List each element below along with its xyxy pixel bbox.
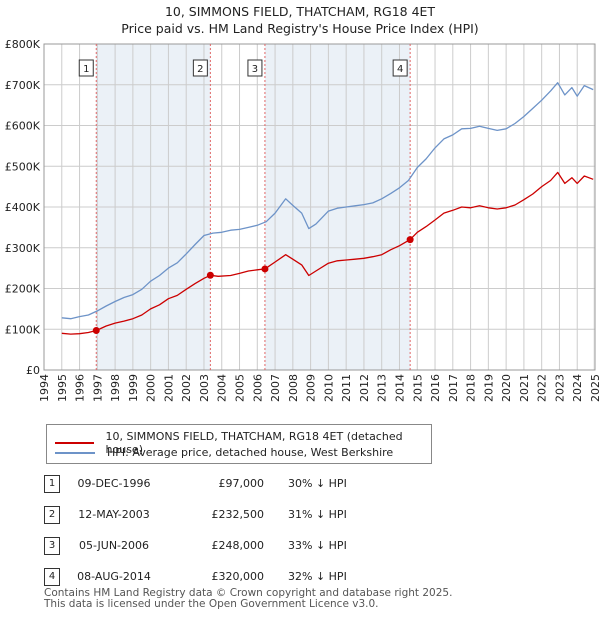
sale-number: 4 xyxy=(44,568,60,586)
x-tick-label: 2017 xyxy=(447,374,460,402)
x-tick-label: 1997 xyxy=(91,374,104,402)
sale-point xyxy=(406,236,414,244)
sale-number-label: 2 xyxy=(197,64,203,75)
sale-number-box xyxy=(78,59,94,77)
x-tick-label: 2019 xyxy=(482,374,495,402)
sale-point xyxy=(261,265,269,273)
y-tick-label: £0 xyxy=(26,364,40,377)
x-tick-label: 2018 xyxy=(465,374,478,402)
sale-number-box xyxy=(247,59,263,77)
chart-subtitle: Price paid vs. HM Land Registry's House … xyxy=(121,21,479,36)
sale-number-box xyxy=(192,59,208,77)
x-tick-label: 1999 xyxy=(127,374,140,402)
sale-date: 09-DEC-1996 xyxy=(77,477,151,490)
sale-hpi-diff: 33% ↓ HPI xyxy=(288,539,347,552)
x-tick-label: 2016 xyxy=(429,374,442,402)
sale-number: 2 xyxy=(44,506,60,524)
x-tick-label: 2009 xyxy=(305,374,318,402)
x-tick-label: 2021 xyxy=(518,374,531,402)
y-tick-label: £600K xyxy=(5,120,41,133)
price-chart: 1994 1995 1996 1997 1998 1999 2000 2001 2002 2003… xyxy=(5,38,600,402)
sale-hpi-diff: 30% ↓ HPI xyxy=(288,477,347,490)
sale-date: 12-MAY-2003 xyxy=(78,508,150,521)
x-tick-label: 2015 xyxy=(411,374,424,402)
x-tick-label: 2011 xyxy=(340,374,353,402)
footer-licence: This data is licensed under the Open Gov… xyxy=(44,598,379,610)
y-tick-label: £100K xyxy=(5,323,41,336)
x-tick-label: 1996 xyxy=(74,374,87,402)
sale-point xyxy=(206,271,214,279)
table-row: 4 08-AUG-2014 £320,000 32% ↓ HPI xyxy=(40,566,460,586)
y-tick-label: £800K xyxy=(5,38,41,51)
legend-label-hpi: HPI: Average price, detached house, West… xyxy=(107,446,394,459)
sale-number-box xyxy=(392,59,408,77)
x-tick-label: 2012 xyxy=(358,374,371,402)
sale-number-label: 4 xyxy=(397,64,403,75)
x-tick-label: 2005 xyxy=(234,374,247,402)
x-tick-label: 2024 xyxy=(571,374,584,402)
table-row: 2 12-MAY-2003 £232,500 31% ↓ HPI xyxy=(40,504,460,524)
x-tick-label: 2007 xyxy=(269,374,282,402)
sale-number: 3 xyxy=(44,537,60,555)
x-tick-label: 2025 xyxy=(589,374,600,402)
property-price-line xyxy=(61,171,594,335)
legend-item-hpi: HPI: Average price, detached house, West… xyxy=(55,446,393,459)
x-tick-label: 2006 xyxy=(251,374,264,402)
x-tick-label: 1994 xyxy=(38,374,51,402)
plot-border xyxy=(43,43,596,371)
x-tick-label: 2023 xyxy=(553,374,566,402)
x-tick-label: 2020 xyxy=(500,374,513,402)
y-tick-label: £200K xyxy=(5,283,41,296)
sale-price: £232,500 xyxy=(211,508,265,521)
sale-date: 08-AUG-2014 xyxy=(77,570,151,583)
y-tick-label: £400K xyxy=(5,201,41,214)
x-tick-label: 2000 xyxy=(145,374,158,402)
x-tick-label: 2008 xyxy=(287,374,300,402)
y-tick-label: £700K xyxy=(5,79,41,92)
table-row: 3 05-JUN-2006 £248,000 33% ↓ HPI xyxy=(40,535,460,555)
footer: Contains HM Land Registry data © Crown c… xyxy=(44,588,452,610)
legend-swatch-property xyxy=(55,442,94,444)
x-tick-label: 2001 xyxy=(162,374,175,402)
sale-hpi-diff: 32% ↓ HPI xyxy=(288,570,347,583)
x-tick-label: 2002 xyxy=(180,374,193,402)
legend-swatch-hpi xyxy=(55,451,95,454)
y-tick-label: £300K xyxy=(5,242,41,255)
x-tick-label: 2010 xyxy=(322,374,335,402)
table-row: 1 09-DEC-1996 £97,000 30% ↓ HPI xyxy=(40,473,460,493)
legend-label-property: 10, SIMMONS FIELD, THATCHAM, RG18 4ET (d… xyxy=(105,430,403,456)
x-tick-label: 1995 xyxy=(56,374,69,402)
footer-copyright: Contains HM Land Registry data © Crown c… xyxy=(44,587,453,599)
legend: 10, SIMMONS FIELD, THATCHAM, RG18 4ET (d… xyxy=(46,424,432,464)
legend-item-property: 10, SIMMONS FIELD, THATCHAM, RG18 4ET (d… xyxy=(55,430,431,456)
chart-title: 10, SIMMONS FIELD, THATCHAM, RG18 4ET xyxy=(164,4,436,19)
sale-number-label: 3 xyxy=(252,64,258,75)
hpi-line xyxy=(61,82,594,320)
x-tick-label: 2014 xyxy=(393,374,406,402)
x-tick-label: 1998 xyxy=(109,374,122,402)
sale-price: £248,000 xyxy=(211,539,265,552)
sale-hpi-diff: 31% ↓ HPI xyxy=(288,508,347,521)
sale-number-label: 1 xyxy=(83,64,89,75)
sale-number: 1 xyxy=(44,475,60,493)
x-tick-label: 2003 xyxy=(198,374,211,402)
sale-date: 05-JUN-2006 xyxy=(78,539,150,552)
x-tick-label: 2013 xyxy=(376,374,389,402)
sale-point xyxy=(92,326,100,334)
y-tick-label: £500K xyxy=(5,160,41,173)
sale-price: £320,000 xyxy=(211,570,265,583)
x-tick-label: 2022 xyxy=(536,374,549,402)
x-tick-label: 2004 xyxy=(216,374,229,402)
sale-price: £97,000 xyxy=(218,477,265,490)
